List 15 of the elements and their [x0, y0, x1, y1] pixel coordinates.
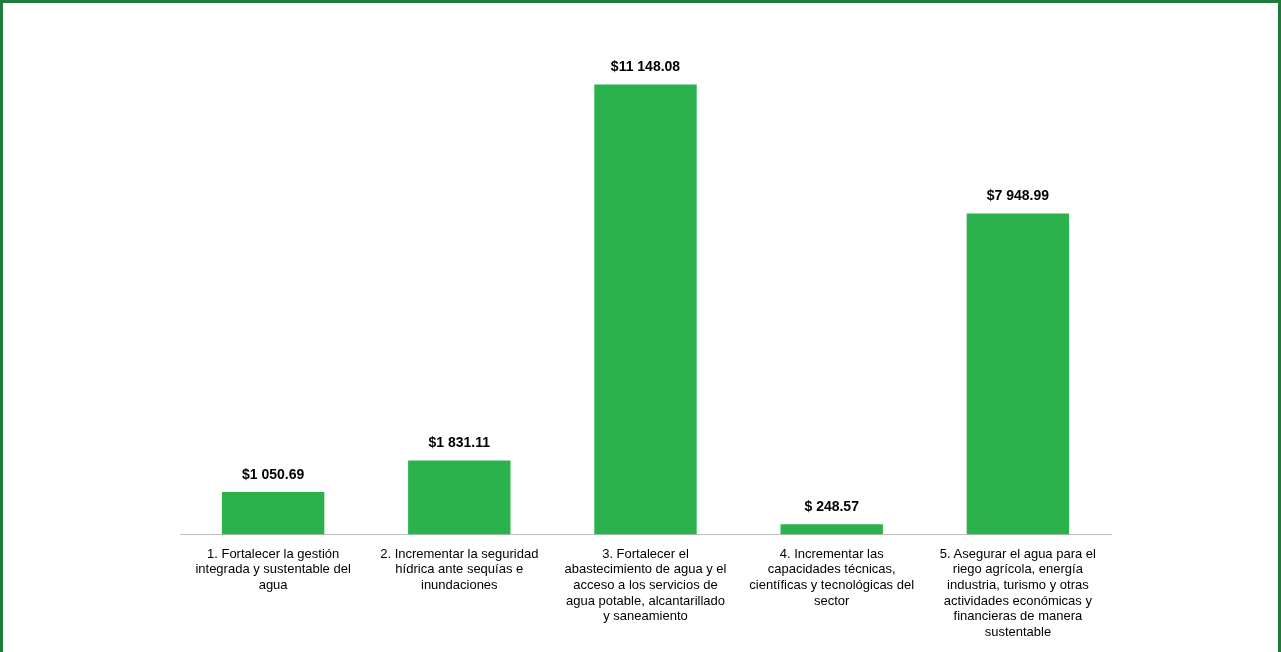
bar [966, 213, 1070, 535]
data-label: $ 248.57 [804, 498, 860, 515]
x-tick-label: 5. Asegurar el agua para el riego agrícola, energía industria, turismo y otras actividades económicas y financieras de manera sustentable [939, 545, 1097, 639]
data-label: $1 831.11 [428, 434, 491, 451]
x-tick-label: 1. Fortalecer la gestión integrada y sustentable del agua [195, 545, 351, 592]
x-tick-label: 4. Incrementar las capacidades técnicas, científicas y tecnológicas del sector [749, 545, 915, 608]
data-label: $11 148.08 [610, 58, 681, 75]
bar [780, 524, 883, 535]
data-label: $7 948.99 [986, 187, 1050, 204]
bar [408, 460, 511, 535]
bar [594, 84, 697, 535]
x-tick-label: 3. Fortalecer el abastecimiento de agua y el acceso a los servicios de agua potable, alcantarillado y saneamiento [564, 545, 727, 624]
data-label: $1 050.69 [241, 465, 305, 482]
x-tick-label: 2. Incrementar la seguridad hídrica ante sequías e inundaciones [380, 545, 539, 592]
bar [221, 491, 325, 535]
